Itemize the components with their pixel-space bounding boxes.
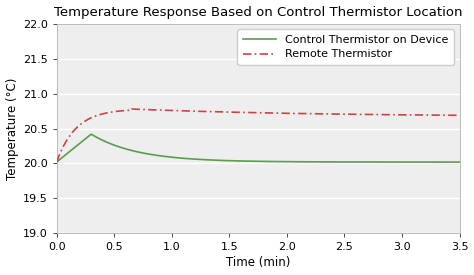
Control Thermistor on Device (371, 160, 377, 164)
Remote Thermistor (250, 111, 255, 114)
Remote Thermistor (54, 160, 59, 164)
Control Thermistor on Device (457, 160, 463, 164)
Remote Thermistor (371, 113, 377, 116)
Y-axis label: Temperature (°C): Temperature (°C) (6, 77, 18, 180)
Control Thermistor on Device (250, 160, 255, 163)
Control Thermistor on Device (54, 160, 59, 164)
X-axis label: Time (min): Time (min) (226, 257, 290, 269)
Remote Thermistor (129, 107, 135, 111)
Control Thermistor on Device (445, 160, 451, 164)
Control Thermistor on Device (88, 133, 94, 136)
Remote Thermistor (74, 126, 80, 129)
Line: Remote Thermistor: Remote Thermistor (56, 109, 460, 162)
Remote Thermistor (239, 111, 245, 114)
Title: Temperature Response Based on Control Thermistor Location: Temperature Response Based on Control Th… (54, 6, 462, 18)
Remote Thermistor (445, 114, 451, 117)
Remote Thermistor (457, 114, 463, 117)
Remote Thermistor (445, 114, 451, 117)
Control Thermistor on Device (239, 160, 245, 163)
Legend: Control Thermistor on Device, Remote Thermistor: Control Thermistor on Device, Remote The… (237, 29, 454, 65)
Control Thermistor on Device (74, 144, 80, 147)
Control Thermistor on Device (445, 160, 451, 164)
Line: Control Thermistor on Device: Control Thermistor on Device (56, 134, 460, 162)
